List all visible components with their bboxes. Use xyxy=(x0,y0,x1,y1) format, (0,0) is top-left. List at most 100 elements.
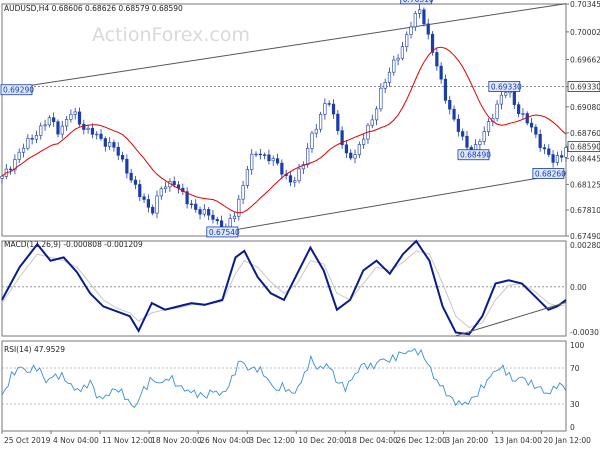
price-tick-label: 0.69330 xyxy=(570,82,600,91)
candle-body xyxy=(318,114,323,130)
candle-body xyxy=(336,113,340,131)
candle-body xyxy=(383,82,387,89)
x-tick-label: 11 Nov 12:00 xyxy=(102,436,153,445)
candle-body xyxy=(258,153,262,156)
price-tick-highlight xyxy=(567,81,600,92)
macd-tick-label: -0.003012 xyxy=(570,328,600,337)
candle-body xyxy=(344,144,349,154)
candle-body xyxy=(370,119,374,126)
price-tick-label: 0.70002 xyxy=(570,28,600,37)
candle-body xyxy=(478,141,482,145)
candle-body xyxy=(327,103,331,105)
candle-body xyxy=(349,152,353,159)
candle-body xyxy=(60,125,64,135)
candle-body xyxy=(443,78,448,101)
candle-body xyxy=(418,9,422,14)
price-tick-label: 0.68760 xyxy=(570,129,600,138)
candle-body xyxy=(138,184,142,198)
candle-body xyxy=(159,188,163,197)
candle-body xyxy=(413,13,417,28)
x-tick-label: 26 Dec 12:00 xyxy=(396,436,447,445)
x-tick-label: 20 Jan 12:00 xyxy=(543,436,591,445)
candle-body xyxy=(241,185,245,200)
candle-body xyxy=(237,198,241,217)
candle-body xyxy=(547,148,551,155)
candle-body xyxy=(47,117,51,126)
rsi-tick-label: 0 xyxy=(570,423,575,432)
candle-body xyxy=(297,168,301,182)
candle-body xyxy=(517,104,521,114)
price-tick-label: 0.67810 xyxy=(570,206,600,215)
candle-body xyxy=(379,87,383,110)
price-tick-label: 0.69080 xyxy=(570,103,600,112)
candle-body xyxy=(357,144,361,155)
candle-body xyxy=(9,168,13,171)
candle-body xyxy=(538,134,542,148)
candle-body xyxy=(452,108,456,120)
rsi-header: RSI(14) 47.9529 xyxy=(4,345,65,354)
candle-body xyxy=(560,155,564,158)
candle-body xyxy=(103,138,107,147)
candle-body xyxy=(374,108,379,121)
candle-body xyxy=(129,172,133,181)
candle-body xyxy=(43,124,47,127)
candles-group xyxy=(0,4,568,235)
candle-body xyxy=(465,135,469,148)
candle-body xyxy=(215,219,219,222)
rsi-tick-label: 100 xyxy=(570,341,585,350)
candle-body xyxy=(387,71,392,83)
candle-body xyxy=(185,191,189,205)
candle-body xyxy=(396,57,400,61)
candle-body xyxy=(30,138,34,140)
candle-body xyxy=(17,151,21,160)
channel-line-1 xyxy=(222,172,567,233)
panel-frame-price xyxy=(1,3,567,237)
candle-body xyxy=(26,138,30,149)
x-tick-label: 4 Nov 04:00 xyxy=(53,436,99,445)
candle-body xyxy=(314,128,318,134)
candle-body xyxy=(323,103,327,115)
candle-body xyxy=(521,113,525,115)
candle-body xyxy=(64,119,69,127)
candle-body xyxy=(331,103,336,115)
candle-body xyxy=(353,154,357,159)
candle-body xyxy=(172,181,176,186)
price-tick-label: 0.68445 xyxy=(570,154,600,163)
candle-body xyxy=(306,147,310,165)
candle-body xyxy=(456,118,460,132)
candle-body xyxy=(430,33,435,53)
candle-body xyxy=(409,26,413,35)
candle-body xyxy=(392,59,396,73)
x-tick-label: 18 Dec 04:00 xyxy=(347,436,398,445)
channel-line-0 xyxy=(1,3,567,91)
candle-body xyxy=(116,146,120,156)
candle-body xyxy=(564,147,568,158)
price-label-box xyxy=(532,168,565,179)
x-tick-label: 3 Jan 20:00 xyxy=(445,436,488,445)
price-tick-label: 0.68590 xyxy=(570,143,600,152)
candle-body xyxy=(202,209,206,215)
rsi-line xyxy=(1,348,567,409)
candle-body xyxy=(293,180,297,183)
candle-body xyxy=(504,92,508,96)
candle-body xyxy=(90,127,95,135)
candle-body xyxy=(461,131,465,137)
candle-body xyxy=(529,122,534,128)
candle-body xyxy=(120,155,125,160)
candle-body xyxy=(435,52,439,67)
candle-body xyxy=(310,132,314,149)
candle-body xyxy=(555,155,559,163)
candle-body xyxy=(499,94,504,105)
candle-body xyxy=(151,207,155,214)
candle-body xyxy=(34,135,39,140)
panel-frame-rsi xyxy=(1,340,567,432)
candle-body xyxy=(232,215,237,219)
price-tick-highlight xyxy=(567,141,600,153)
candle-body xyxy=(133,179,138,185)
candle-body xyxy=(211,214,215,220)
candle-body xyxy=(77,111,82,125)
candle-body xyxy=(194,203,198,210)
candle-body xyxy=(39,125,43,136)
